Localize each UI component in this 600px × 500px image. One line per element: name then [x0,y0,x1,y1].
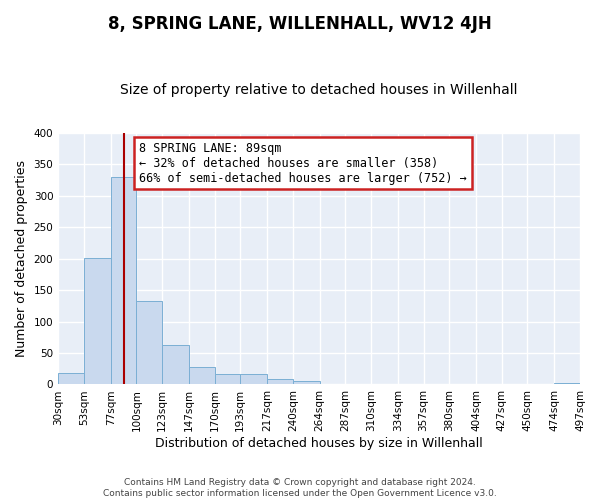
Bar [110,177,136,384]
Bar [293,382,320,384]
Bar [267,379,293,384]
Title: Size of property relative to detached houses in Willenhall: Size of property relative to detached ho… [121,83,518,97]
Bar [58,372,84,384]
Bar [136,301,162,384]
Text: 8 SPRING LANE: 89sqm
← 32% of detached houses are smaller (358)
66% of semi-deta: 8 SPRING LANE: 89sqm ← 32% of detached h… [139,142,467,184]
X-axis label: Distribution of detached houses by size in Willenhall: Distribution of detached houses by size … [155,437,483,450]
Bar [162,346,189,385]
Bar [215,374,241,384]
Text: 8, SPRING LANE, WILLENHALL, WV12 4JH: 8, SPRING LANE, WILLENHALL, WV12 4JH [108,15,492,33]
Bar [189,368,215,384]
Bar [241,374,267,384]
Text: Contains HM Land Registry data © Crown copyright and database right 2024.
Contai: Contains HM Land Registry data © Crown c… [103,478,497,498]
Bar [84,258,110,384]
Bar [554,382,580,384]
Y-axis label: Number of detached properties: Number of detached properties [15,160,28,357]
